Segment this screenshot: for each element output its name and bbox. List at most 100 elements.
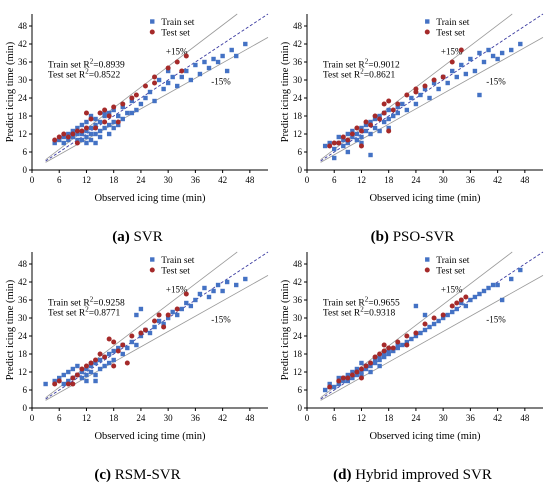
- train-set-point: [52, 140, 57, 146]
- test-set-point: [102, 354, 108, 360]
- train-set-point: [66, 131, 71, 137]
- train-set-point: [477, 50, 482, 56]
- train-set-point: [84, 372, 89, 378]
- train-set-point: [418, 92, 423, 98]
- y-tick-label: 24: [293, 93, 303, 103]
- train-set-point: [211, 56, 216, 62]
- y-tick-label: 42: [18, 277, 27, 287]
- train-set-point: [454, 306, 459, 312]
- train-set-point: [327, 140, 332, 146]
- train-set-point: [336, 134, 341, 140]
- train-set-point: [372, 116, 378, 122]
- x-tick-label: 24: [136, 413, 146, 423]
- test-set-point: [161, 324, 167, 330]
- train-set-point: [472, 294, 478, 300]
- test-set-point: [61, 131, 67, 137]
- test-set-point: [142, 83, 148, 89]
- test-set-point: [372, 354, 378, 360]
- x-tick-label: 48: [245, 413, 255, 423]
- test-set-point: [152, 318, 158, 324]
- train-set-point: [486, 285, 491, 291]
- train-set-point: [368, 131, 373, 137]
- test-set-point: [395, 339, 401, 345]
- test-set-point: [345, 375, 351, 381]
- train-set-point: [79, 137, 85, 143]
- caption-c-name: RSM-SVR: [114, 467, 181, 483]
- test-set-point: [83, 125, 89, 131]
- test-set-point: [88, 360, 94, 366]
- test-set-point: [52, 381, 58, 387]
- caption-c: (c) RSM-SVR: [0, 467, 275, 484]
- lower-15-percent-line: [45, 275, 269, 401]
- x-tick-label: 36: [191, 413, 201, 423]
- test-set-point: [440, 312, 446, 318]
- test-set-point: [79, 128, 85, 134]
- test-set-point: [390, 345, 396, 351]
- test-set-point: [372, 113, 378, 119]
- test-set-point: [52, 137, 58, 143]
- x-tick-label: 42: [493, 175, 502, 185]
- train-set-point: [427, 95, 432, 101]
- train-set-point: [170, 74, 175, 80]
- x-tick-label: 12: [82, 175, 91, 185]
- train-set-point: [143, 95, 148, 101]
- train-set-point: [391, 113, 396, 119]
- lower-band-label: -15%: [486, 315, 506, 325]
- identity-line: [320, 251, 544, 400]
- lower-band-label: -15%: [211, 77, 231, 87]
- train-set-point: [350, 369, 355, 375]
- train-set-point: [97, 119, 103, 125]
- legend-test-marker: [424, 29, 430, 35]
- train-set-point: [409, 336, 414, 342]
- identity-line: [45, 13, 269, 162]
- train-set-point: [61, 134, 66, 140]
- train-set-point: [495, 282, 500, 288]
- test-set-point: [458, 47, 464, 53]
- train-set-point: [459, 62, 464, 68]
- y-tick-label: 30: [18, 313, 28, 323]
- train-set-point: [395, 110, 400, 116]
- test-set-point: [381, 101, 387, 107]
- y-tick-label: 24: [18, 93, 28, 103]
- test-set-point: [404, 333, 410, 339]
- train-set-point: [345, 140, 351, 146]
- test-set-point: [97, 351, 103, 357]
- x-tick-label: 48: [520, 413, 530, 423]
- test-set-point: [138, 330, 144, 336]
- test-set-point: [93, 357, 99, 363]
- test-set-point: [431, 315, 437, 321]
- train-set-point: [368, 363, 373, 369]
- train-set-point: [477, 92, 482, 98]
- test-set-point: [129, 333, 135, 339]
- train-set-point: [175, 83, 180, 89]
- train-set-point: [93, 378, 98, 384]
- test-set-point: [363, 363, 369, 369]
- chart-panel-c: 0 6 12 18 24 30 36 42 48 0 6 12 18 24 30 36 42 48 Observed…: [5, 251, 269, 442]
- x-tick-label: 12: [357, 413, 366, 423]
- x-tick-label: 12: [357, 175, 366, 185]
- train-set-point: [336, 381, 341, 387]
- y-tick-label: 18: [293, 349, 303, 359]
- train-set-point: [61, 381, 66, 387]
- chart-panel-d: 0 6 12 18 24 30 36 42 48 0 6 12 18 24 30 36 42 48 Observed…: [280, 251, 544, 442]
- train-set-point: [413, 333, 419, 339]
- y-axis-label: Predict icing time (min): [280, 279, 291, 380]
- train-r2-text: Train set R2=0.9258: [48, 295, 125, 308]
- test-set-point: [386, 98, 392, 104]
- train-set-point: [206, 65, 212, 71]
- train-set-point: [66, 137, 71, 143]
- y-tick-label: 24: [293, 331, 303, 341]
- lower-15-percent-line: [320, 275, 544, 401]
- y-tick-label: 36: [18, 295, 28, 305]
- train-set-point: [147, 330, 153, 336]
- train-set-point: [409, 95, 414, 101]
- train-set-point: [165, 68, 171, 74]
- caption-d: (d) Hybrid improved SVR: [275, 467, 550, 484]
- test-set-point: [381, 342, 387, 348]
- train-set-point: [97, 366, 103, 372]
- train-set-point: [422, 86, 428, 92]
- train-set-point: [120, 104, 125, 110]
- train-set-point: [445, 80, 450, 86]
- train-r2-text: Train set R2=0.8939: [48, 57, 125, 70]
- train-set-point: [120, 116, 125, 122]
